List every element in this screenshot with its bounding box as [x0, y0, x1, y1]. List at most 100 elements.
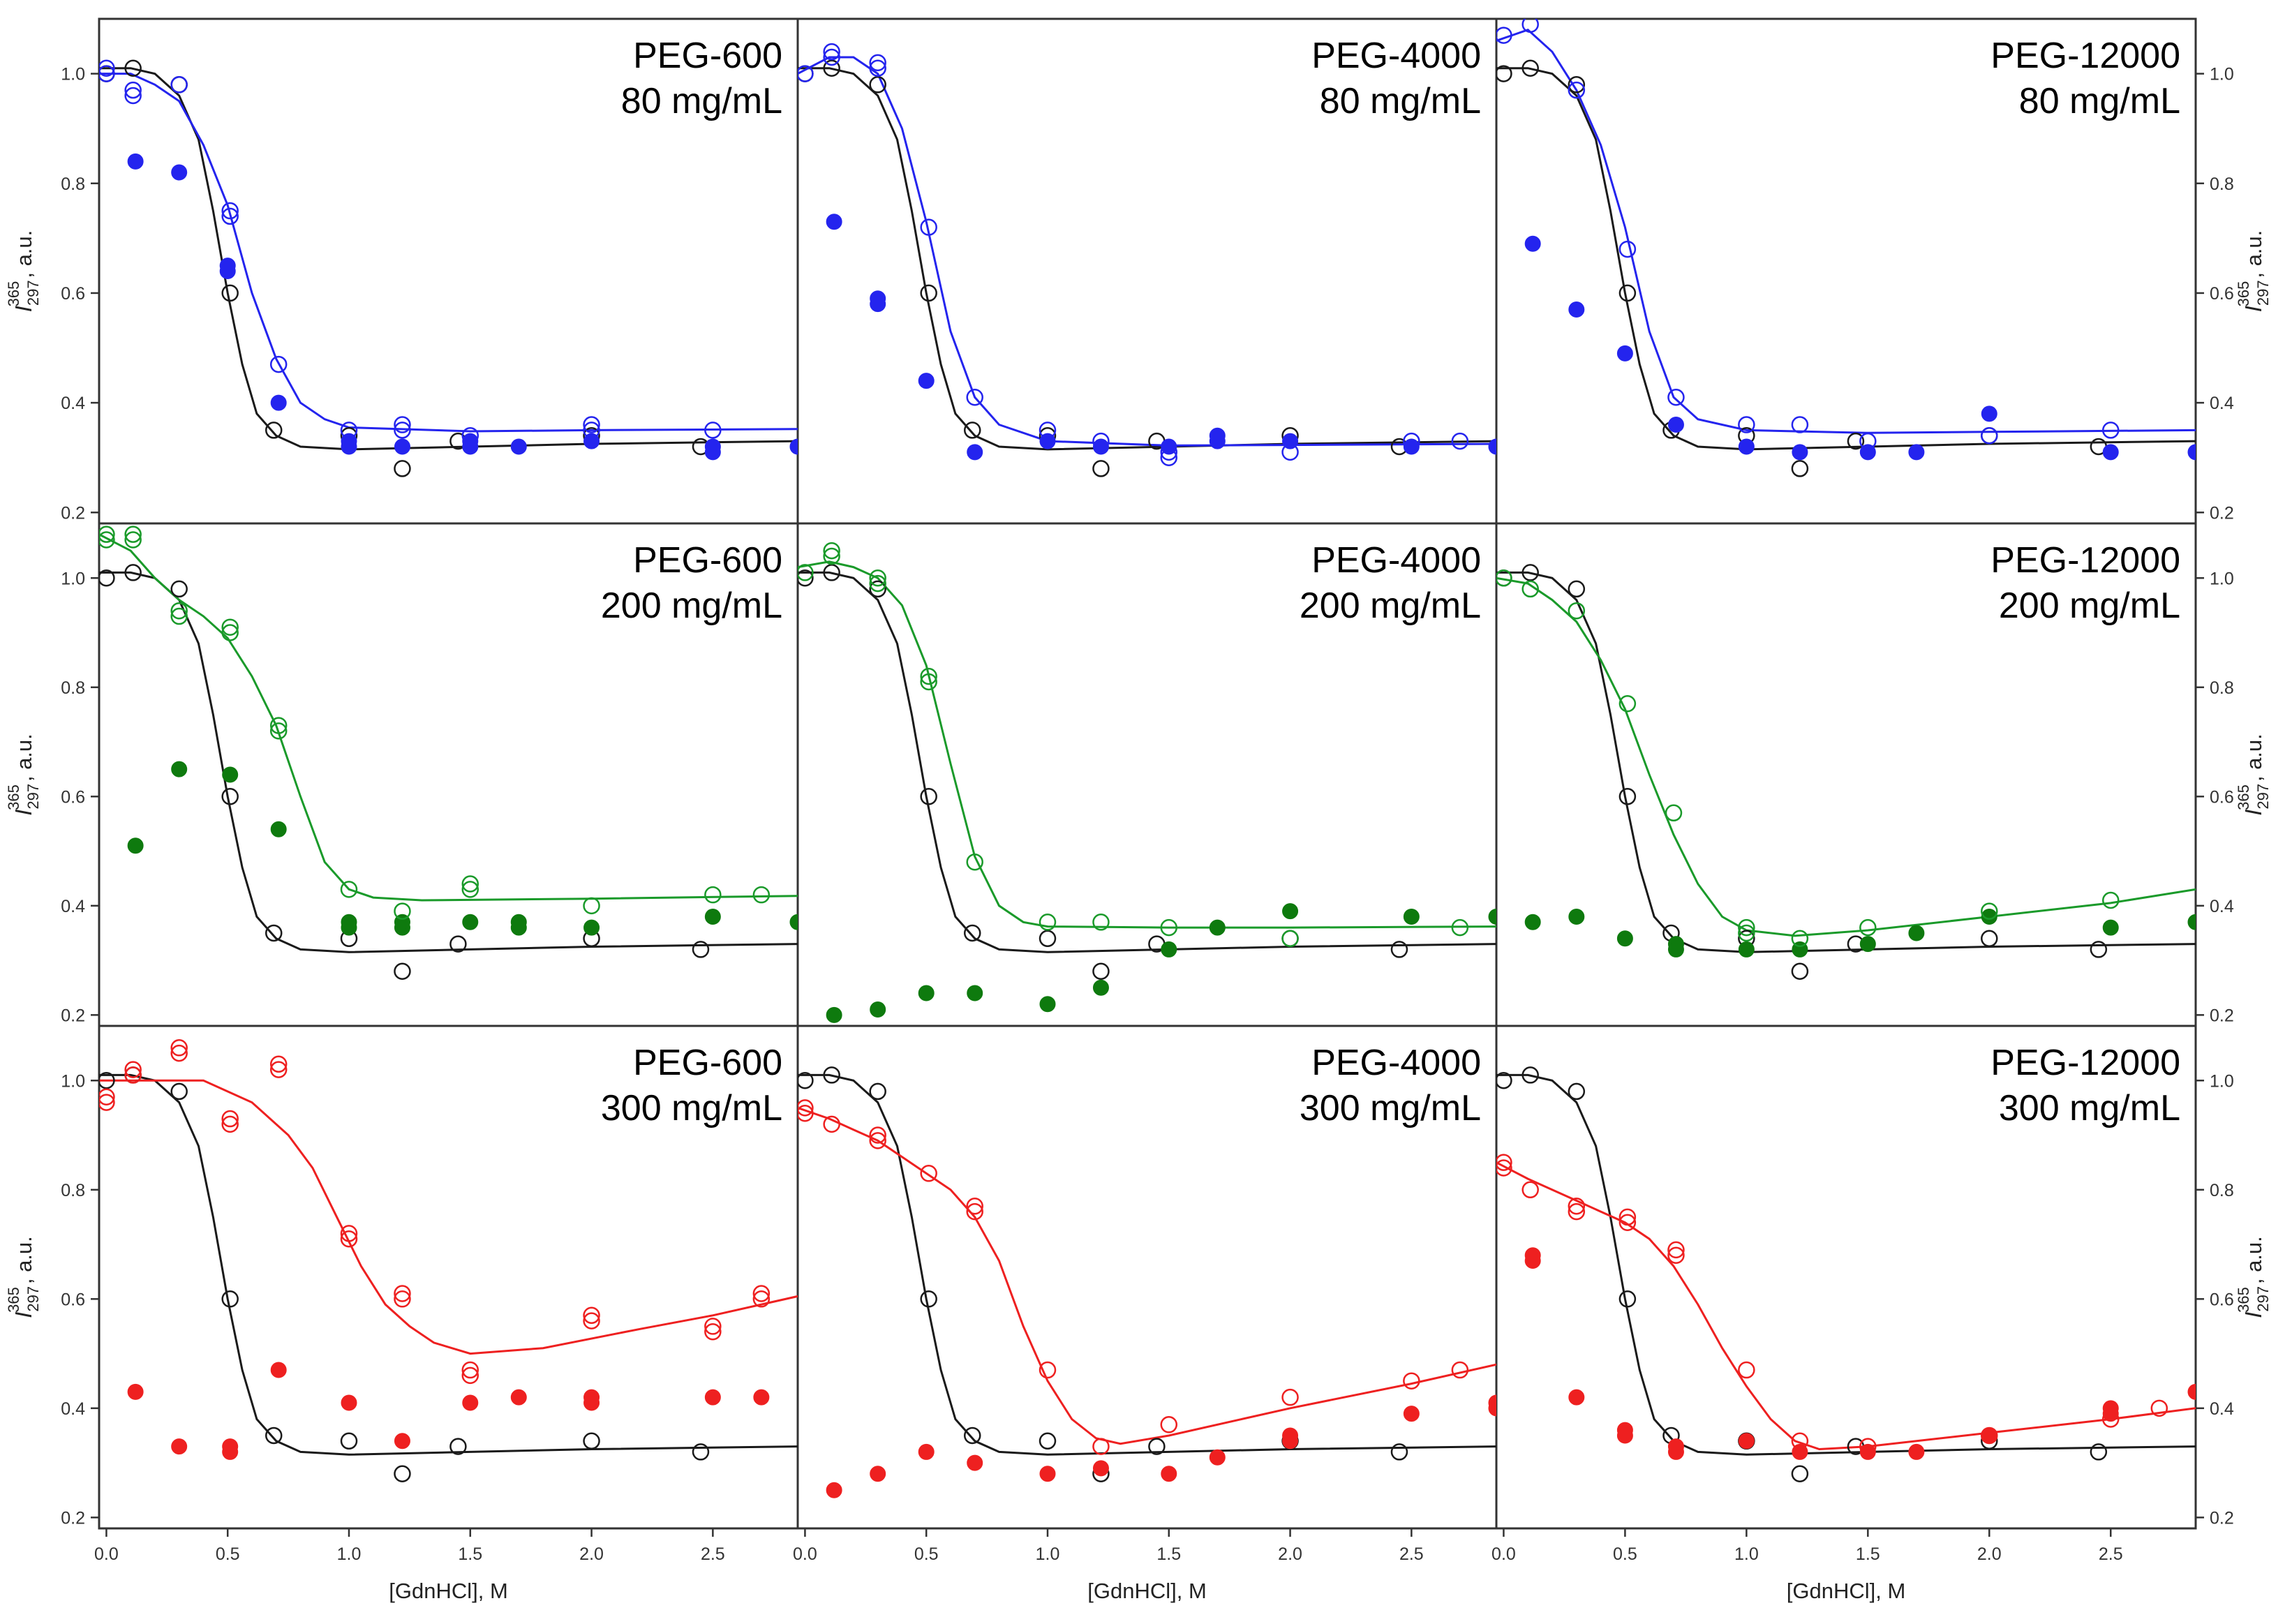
open-point	[269, 722, 288, 740]
control-point	[2090, 1443, 2108, 1461]
open-point	[1791, 930, 1809, 948]
open-point	[1618, 695, 1637, 713]
control-point	[920, 788, 937, 805]
open-point	[1160, 918, 1178, 937]
open-point	[1160, 443, 1178, 461]
open-point	[99, 531, 115, 549]
control-point	[1568, 1082, 1586, 1101]
open-point	[99, 1088, 115, 1105]
control-point	[2090, 941, 2108, 958]
open-point	[920, 1165, 937, 1182]
control-fit-curve	[1496, 67, 2196, 451]
filled-point	[1282, 1433, 1299, 1450]
open-point	[170, 1044, 188, 1062]
filled-point	[1488, 438, 1496, 455]
panel-label-peg: PEG-12000	[1990, 540, 2180, 581]
panel-labels: PEG-600 80 mg/mL PEG-4000 80 mg/mL PEG-12000…	[601, 36, 2180, 1128]
filled-point	[704, 908, 721, 925]
control-point	[964, 422, 981, 439]
panel-label-concentration: 300 mg/mL	[1999, 1088, 2180, 1128]
open-point	[394, 902, 411, 920]
open-point	[823, 43, 840, 61]
control-point	[692, 941, 710, 958]
y-tick-label: 1.0	[2210, 1071, 2234, 1091]
panel-label-peg: PEG-4000	[1311, 540, 1481, 581]
control-point	[1521, 59, 1539, 77]
filled-point	[826, 1482, 842, 1498]
x-tick-label: 1.0	[337, 1544, 362, 1564]
open-point	[1039, 914, 1057, 931]
filled-point	[510, 919, 527, 936]
panel-frame-3-3	[1495, 1025, 2197, 1530]
y-axis-title: I297365, a.u.	[2235, 1236, 2272, 1318]
control-point	[1618, 788, 1637, 805]
open-point	[124, 1066, 142, 1084]
control-point	[692, 1443, 710, 1461]
control-point	[1618, 1290, 1637, 1308]
open-point	[99, 526, 115, 543]
filled-point	[1524, 914, 1541, 930]
filled-point	[826, 214, 842, 230]
open-point	[1451, 918, 1469, 937]
data-points	[99, 19, 2196, 1498]
control-point	[1039, 1432, 1057, 1450]
control-fit-curve	[798, 1073, 1496, 1456]
control-point	[340, 1432, 358, 1450]
open-point	[99, 59, 115, 77]
y-tick-label: 0.4	[2210, 1399, 2234, 1419]
open-point	[1039, 1361, 1057, 1379]
filled-point	[1488, 1400, 1496, 1417]
filled-point	[918, 985, 935, 1001]
open-point	[823, 542, 840, 560]
filled-point	[2102, 1406, 2119, 1422]
open-point	[1738, 416, 1755, 433]
x-tick-label: 2.0	[1977, 1544, 2002, 1564]
open-point	[583, 1312, 600, 1329]
filled-point	[1161, 941, 1177, 958]
y-tick-label: 0.8	[2210, 678, 2234, 698]
y-tick-label: 1.0	[2210, 569, 2234, 588]
filled-point	[341, 1394, 357, 1411]
filled-point	[753, 1389, 770, 1406]
open-point	[1281, 930, 1299, 948]
y-tick-label: 0.2	[2210, 1508, 2234, 1528]
control-point	[1568, 76, 1586, 94]
open-point	[461, 427, 479, 445]
control-point	[1847, 432, 1865, 450]
open-point	[221, 1115, 239, 1133]
filled-point	[1039, 996, 1056, 1013]
open-point	[340, 1230, 358, 1248]
filled-point	[394, 438, 410, 455]
open-point	[1281, 1388, 1299, 1406]
x-tick-label: 2.5	[1399, 1544, 1424, 1564]
open-point	[170, 1039, 188, 1057]
peg-fit-curve	[798, 1106, 1496, 1445]
control-point	[124, 564, 142, 581]
filled-point	[1161, 1466, 1177, 1482]
control-point	[964, 1426, 981, 1445]
control-point	[394, 962, 411, 980]
open-point	[1496, 1154, 1512, 1171]
open-point	[583, 1306, 600, 1325]
open-point	[269, 717, 288, 734]
open-point	[340, 881, 358, 898]
peg-fit-curve	[798, 560, 1496, 929]
filled-point	[270, 394, 287, 411]
control-point	[798, 1072, 814, 1089]
open-point	[704, 886, 722, 904]
open-point	[1403, 432, 1420, 450]
open-point	[1403, 1372, 1420, 1390]
y-tick-label: 0.4	[2210, 394, 2234, 413]
open-point	[2101, 891, 2120, 909]
open-point	[2150, 1399, 2168, 1417]
x-tick-label: 1.5	[458, 1544, 482, 1564]
filled-point	[462, 914, 479, 930]
control-point	[1981, 930, 1998, 948]
control-fit-curve	[798, 67, 1496, 451]
filled-point	[171, 164, 188, 181]
open-point	[1568, 1198, 1586, 1215]
filled-point	[2187, 914, 2196, 930]
control-point	[1791, 460, 1809, 477]
y-tick-label: 0.8	[61, 678, 85, 698]
